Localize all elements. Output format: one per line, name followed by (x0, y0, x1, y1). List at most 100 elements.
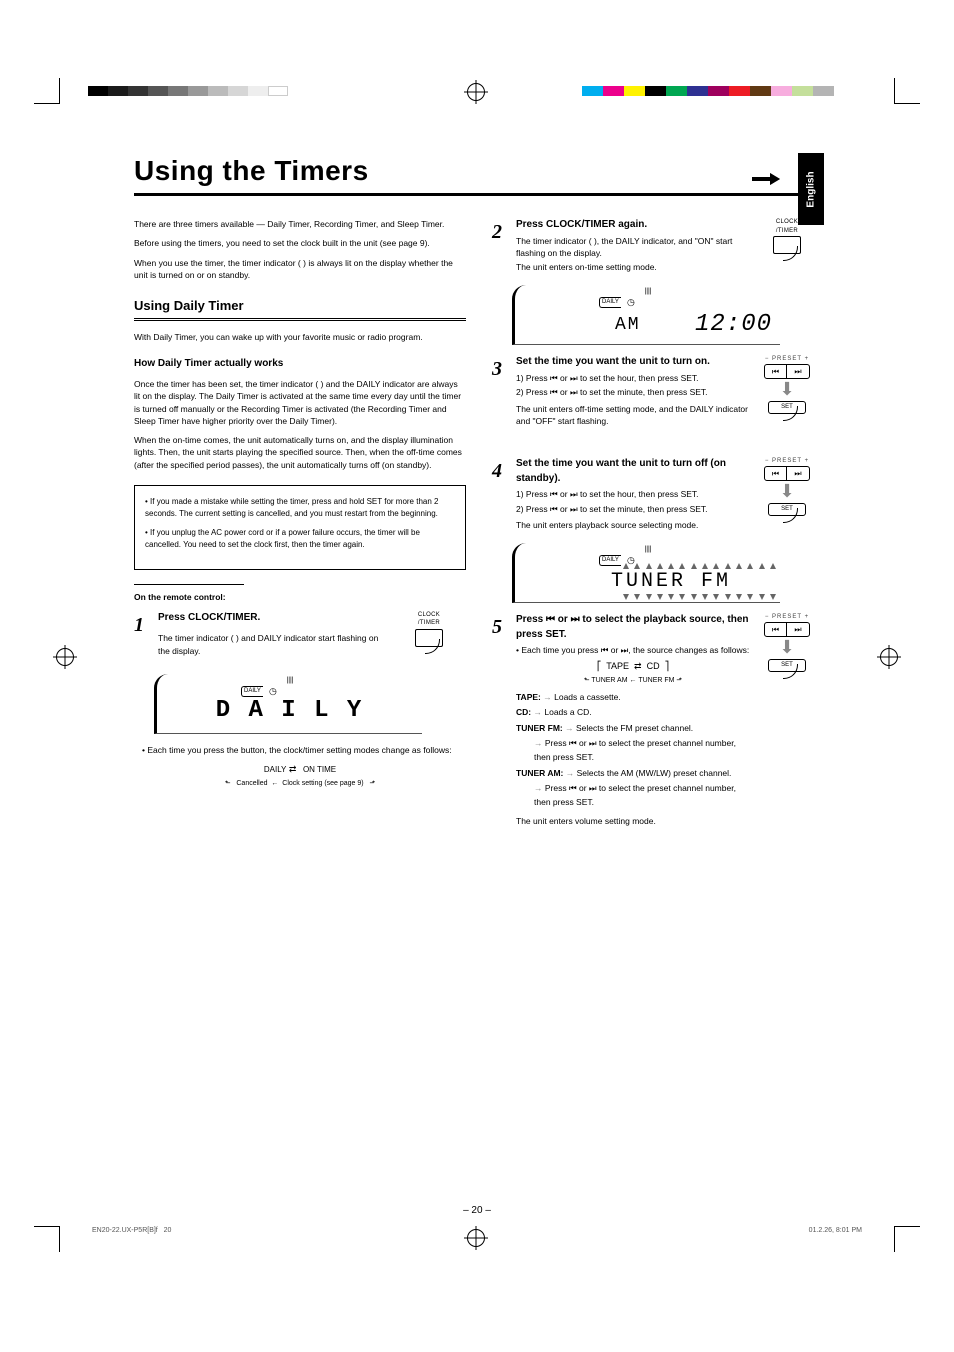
subsection-heading: How Daily Timer actually works (134, 357, 466, 372)
step-1: 1 Press CLOCK/TIMER. The timer indicator… (134, 611, 466, 664)
file-name: EN20-22.UX-P5R[B]f 20 (92, 1227, 171, 1234)
section-heading: Using Daily Timer (134, 297, 466, 321)
language-label: English (806, 171, 817, 207)
note-box: • If you made a mistake while setting th… (134, 485, 466, 570)
crop-mark (34, 78, 60, 104)
preset-label: − PRESET + (750, 355, 824, 364)
preset-set-graphic: − PRESET + ⏮⏭ ⬇ SET (750, 613, 824, 672)
registration-mark (56, 648, 74, 666)
sun-icon: | | | | (644, 545, 650, 555)
intro-text: There are three timers available — Daily… (134, 218, 466, 230)
step-text: The timer indicator ( ), the DAILY indic… (516, 235, 750, 260)
registration-mark (880, 648, 898, 666)
next-icon: ⏭ (787, 365, 809, 378)
page-title: Using the Timers (134, 155, 824, 196)
source-list: TAPE: → Loads a cassette. CD: → Loads a … (516, 691, 750, 810)
source-cycle-diagram: ⎡ TAPE ⇄ CD ⎤ ⬑ TUNER AM ← TUNER FM ⬏ (516, 660, 750, 686)
sun-icon: | | | | (286, 676, 292, 686)
prev-icon: ⏮ (765, 467, 787, 480)
lcd-text: TUNER FM (611, 567, 731, 596)
step-5: 5 Press ⏮ or ⏭ to select the playback so… (492, 613, 824, 830)
lcd-am: AM (615, 312, 641, 338)
lcd-display: | | | | DAILY ◷ AM 12:00 (512, 285, 780, 345)
registration-mark (467, 83, 485, 101)
lcd-time: 12:00 (695, 308, 772, 343)
content-area: English Using the Timers There are three… (134, 155, 824, 840)
how-text: Once the timer has been set, the timer i… (134, 378, 466, 427)
note-text: • If you unplug the AC power cord or if … (145, 527, 455, 550)
set-button: SET (768, 659, 806, 672)
step-title: Press CLOCK/TIMER again. (516, 218, 750, 233)
language-tab: English (798, 153, 824, 225)
continued-arrow-icon (752, 173, 780, 185)
grayscale-bar (88, 86, 288, 96)
prev-icon: ⏮ (765, 623, 787, 636)
page: English Using the Timers There are three… (0, 0, 954, 1352)
preset-set-graphic: − PRESET + ⏮⏭ ⬇ SET (750, 457, 824, 516)
preset-label: − PRESET + (750, 457, 824, 466)
down-arrow-icon: ⬇ (750, 639, 824, 655)
down-arrow-icon: ⬇ (750, 381, 824, 397)
button-icon (415, 629, 443, 647)
next-icon: ⏭ (787, 467, 809, 480)
step-title: Set the time you want the unit to turn o… (516, 457, 750, 486)
file-date: 01.2.26, 8:01 PM (809, 1227, 862, 1234)
prev-next-button: ⏮⏭ (764, 622, 810, 637)
step-2: 2 Press CLOCK/TIMER again. The timer ind… (492, 218, 824, 275)
step-title: Press ⏮ or ⏭ to select the playback sour… (516, 613, 750, 642)
lcd-display: | | | | DAILY ◷ D A I L Y (154, 674, 422, 734)
step-text: 2) Press ⏮ or ⏭ to set the minute, then … (516, 386, 750, 398)
crop-mark (34, 1226, 60, 1252)
step-text: The unit enters volume setting mode. (516, 815, 750, 827)
right-column: 2 Press CLOCK/TIMER again. The timer ind… (492, 218, 824, 840)
daily-indicator: DAILY (599, 555, 621, 566)
lcd-ticks (623, 594, 776, 602)
clock-timer-button-graphic: CLOCK/TIMER (392, 611, 466, 651)
color-bar (582, 86, 834, 96)
step-3: 3 Set the time you want the unit to turn… (492, 355, 824, 429)
step-number: 1 (134, 611, 158, 640)
separator-line (134, 584, 244, 585)
step-text: The unit enters on-time setting mode. (516, 261, 750, 273)
set-button: SET (768, 401, 806, 414)
step-text: The unit enters off-time setting mode, a… (516, 403, 750, 428)
step-number: 2 (492, 218, 516, 247)
step-number: 5 (492, 613, 516, 642)
step-text: The timer indicator ( ) and DAILY indica… (158, 632, 392, 657)
step-text: • Each time you press ⏮ or ⏭, the source… (516, 644, 750, 656)
step-title: Press CLOCK/TIMER. (158, 611, 392, 626)
how-text: When the on-time comes, the unit automat… (134, 434, 466, 471)
step-bullet: • Each time you press the button, the cl… (134, 744, 466, 756)
prev-next-button: ⏮⏭ (764, 364, 810, 379)
note-text: • If you made a mistake while setting th… (145, 496, 455, 519)
registration-mark (467, 1229, 485, 1247)
lcd-text: D A I L Y (157, 694, 422, 729)
prev-next-button: ⏮⏭ (764, 466, 810, 481)
step-title: Set the time you want the unit to turn o… (516, 355, 750, 370)
preset-label: − PRESET + (750, 613, 824, 622)
prev-icon: ⏮ (765, 365, 787, 378)
step-text: 2) Press ⏮ or ⏭ to set the minute, then … (516, 503, 750, 515)
lcd-display: | | | | DAILY ◷ TUNER FM (512, 543, 780, 603)
crop-mark (894, 1226, 920, 1252)
intro-text: Before using the timers, you need to set… (134, 237, 466, 249)
set-button: SET (768, 503, 806, 516)
next-icon: ⏭ (787, 623, 809, 636)
on-remote-label: On the remote control: (134, 591, 466, 603)
mode-cycle-diagram: DAILY ⇄ ON TIME ⬑ Cancelled ← Clock sett… (134, 763, 466, 789)
button-label: CLOCK/TIMER (392, 611, 466, 628)
button-icon (773, 236, 801, 254)
page-number: – 20 – (463, 1205, 491, 1216)
section-text: With Daily Timer, you can wake up with y… (134, 331, 466, 343)
step-text: The unit enters playback source selectin… (516, 519, 750, 531)
crop-mark (894, 78, 920, 104)
down-arrow-icon: ⬇ (750, 483, 824, 499)
left-column: There are three timers available — Daily… (134, 218, 466, 840)
preset-set-graphic: − PRESET + ⏮⏭ ⬇ SET (750, 355, 824, 414)
daily-indicator: DAILY (599, 297, 621, 308)
step-4: 4 Set the time you want the unit to turn… (492, 457, 824, 533)
clock-icon: ◷ (627, 296, 635, 309)
step-text: 1) Press ⏮ or ⏭ to set the hour, then pr… (516, 488, 750, 500)
intro-text: When you use the timer, the timer indica… (134, 257, 466, 282)
step-text: 1) Press ⏮ or ⏭ to set the hour, then pr… (516, 372, 750, 384)
